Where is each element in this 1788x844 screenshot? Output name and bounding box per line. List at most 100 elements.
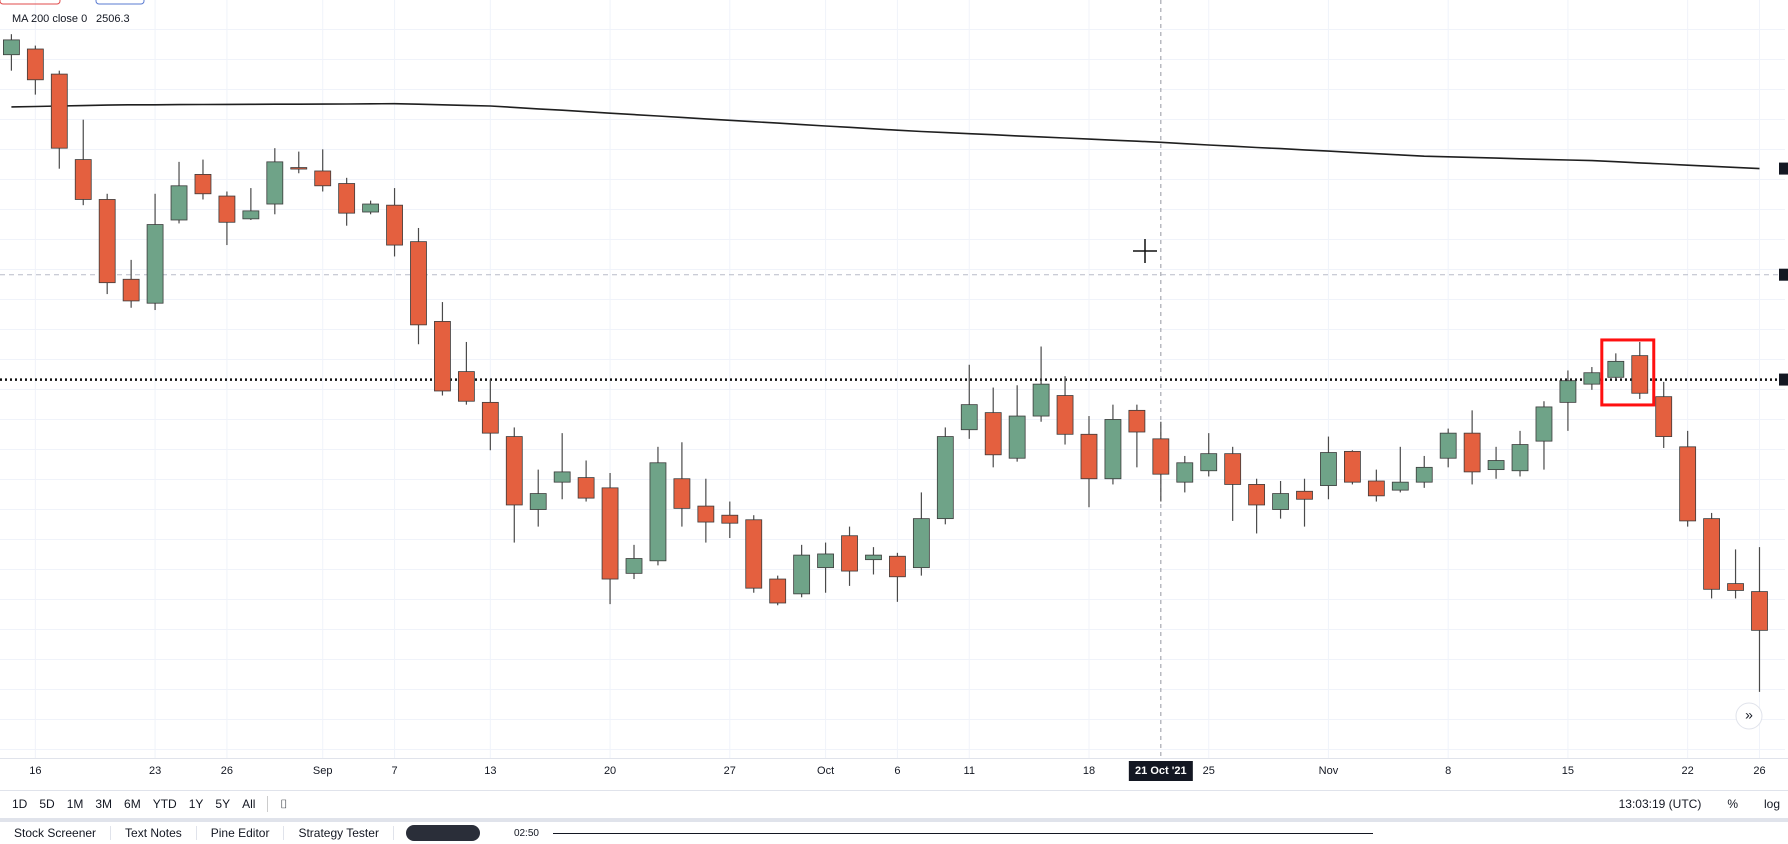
candle-body — [649, 462, 667, 562]
candle-body — [601, 487, 619, 580]
candle-body — [769, 578, 787, 604]
candle-body — [50, 73, 68, 149]
candle-body — [505, 436, 523, 506]
tab[interactable]: Stock Screener — [0, 826, 112, 840]
x-tick-label: 27 — [724, 765, 736, 777]
candle-body — [1559, 380, 1577, 403]
candle-body — [1487, 460, 1505, 471]
x-tick-label: 23 — [149, 765, 161, 777]
candle-body — [697, 505, 715, 523]
chart: 16 23 26 Sep 7 13 20 27 Oct 6 11 18 21 Oct '21 25 Nov 8… — [0, 0, 1788, 781]
vertical-grid — [34, 0, 1760, 758]
range-button[interactable]: 5D — [39, 797, 55, 811]
range-button[interactable]: 1Y — [188, 797, 204, 811]
candle-body — [1463, 432, 1481, 473]
candle-body — [793, 554, 811, 595]
candle-body — [410, 241, 427, 326]
candle-body — [98, 199, 116, 284]
candle-body — [1607, 360, 1625, 378]
x-tick-label: 26 — [221, 765, 233, 777]
tab[interactable]: Text Notes — [111, 826, 197, 840]
candle-body — [1200, 453, 1218, 472]
candle-body — [1535, 406, 1553, 442]
svg-text:»: » — [1745, 707, 1753, 723]
candle-body — [1296, 490, 1313, 500]
candle-body — [1583, 372, 1601, 385]
candle-body — [457, 371, 475, 402]
percent-toggle[interactable]: % — [1727, 797, 1738, 811]
candle-body — [1727, 583, 1744, 591]
candle-body — [625, 558, 643, 574]
highlight-box — [1600, 338, 1656, 407]
x-tick-label: 8 — [1445, 765, 1451, 777]
price-marker — [1779, 373, 1788, 386]
candle-body — [1272, 493, 1289, 510]
bottom-tabs: Stock Screener Text Notes Pine Editor Strat… — [0, 818, 1788, 844]
moving-average-line — [11, 102, 1760, 170]
range-button[interactable]: 1D — [12, 797, 28, 811]
tab[interactable]: Pine Editor — [197, 826, 285, 840]
candle-body — [1152, 438, 1170, 475]
toolbar: 1D 5D 1M 3M 6M YTD 1Y 5Y All ⌷ 13:03:19 (UTC)% log — [0, 790, 1788, 817]
candle-body — [721, 514, 739, 524]
candle-body — [338, 183, 356, 214]
price-marker — [1779, 162, 1788, 175]
candle-body — [1056, 395, 1074, 435]
legend-button[interactable] — [95, 0, 145, 5]
candle-body — [194, 173, 212, 195]
candle-body — [314, 170, 332, 187]
candle-body — [1415, 466, 1433, 483]
tab[interactable]: Strategy Tester — [284, 826, 394, 840]
candle-body — [290, 167, 308, 170]
candle-body — [26, 48, 44, 81]
x-tick-label: 15 — [1562, 765, 1574, 777]
candle-body — [1679, 446, 1697, 522]
candle-body — [242, 210, 260, 220]
log-toggle[interactable]: log — [1763, 797, 1780, 811]
candle-body — [218, 195, 236, 223]
candle-body — [434, 321, 451, 392]
candle-body — [960, 404, 978, 431]
clock[interactable]: 13:03:19 (UTC) — [1618, 797, 1702, 811]
candle-body — [673, 478, 691, 509]
scroll-button[interactable]: » — [1735, 702, 1763, 730]
x-tick-label: 6 — [894, 765, 900, 777]
candle-body — [170, 185, 188, 221]
legend-value: 2506.3 — [96, 13, 130, 25]
x-tick-label: Nov — [1319, 765, 1339, 777]
candle-body — [386, 204, 403, 246]
range-button[interactable]: 6M — [124, 797, 141, 811]
candle-body — [841, 535, 858, 572]
x-tick-label: 22 — [1682, 765, 1694, 777]
x-tick-label: 25 — [1203, 765, 1215, 777]
x-tick-label: 16 — [29, 765, 41, 777]
range-button[interactable]: All — [242, 797, 256, 811]
plot — [0, 34, 1788, 692]
x-tick-label: 20 — [604, 765, 616, 777]
candle-body — [1176, 462, 1194, 483]
x-tick-label: 7 — [391, 765, 397, 777]
range-button[interactable]: 5Y — [215, 797, 231, 811]
candle-body — [1751, 591, 1768, 631]
date-range-icon[interactable]: ⌷ — [280, 796, 288, 811]
candle-body — [936, 436, 954, 520]
x-tick-label: Oct — [817, 765, 834, 777]
candle-body — [889, 555, 906, 578]
candle-body — [553, 471, 571, 483]
legend-button[interactable] — [0, 0, 61, 5]
range-button[interactable]: 3M — [95, 797, 113, 811]
candle-body — [865, 554, 882, 561]
candle-body — [1032, 383, 1050, 417]
tab-pill[interactable] — [405, 825, 480, 841]
candle-body — [1224, 453, 1242, 485]
candle-body — [146, 224, 164, 304]
candle-body — [1080, 433, 1098, 480]
candle-body — [1511, 444, 1529, 472]
range-button[interactable]: YTD — [152, 797, 177, 811]
x-tick-label: 18 — [1083, 765, 1095, 777]
range-button[interactable]: 1M — [66, 797, 84, 811]
timeline-bar — [552, 832, 1373, 834]
legend-name: MA 200 close 0 — [12, 13, 87, 25]
crosshair-label: 21 Oct '21 — [1135, 765, 1187, 777]
candle-body — [481, 401, 499, 434]
